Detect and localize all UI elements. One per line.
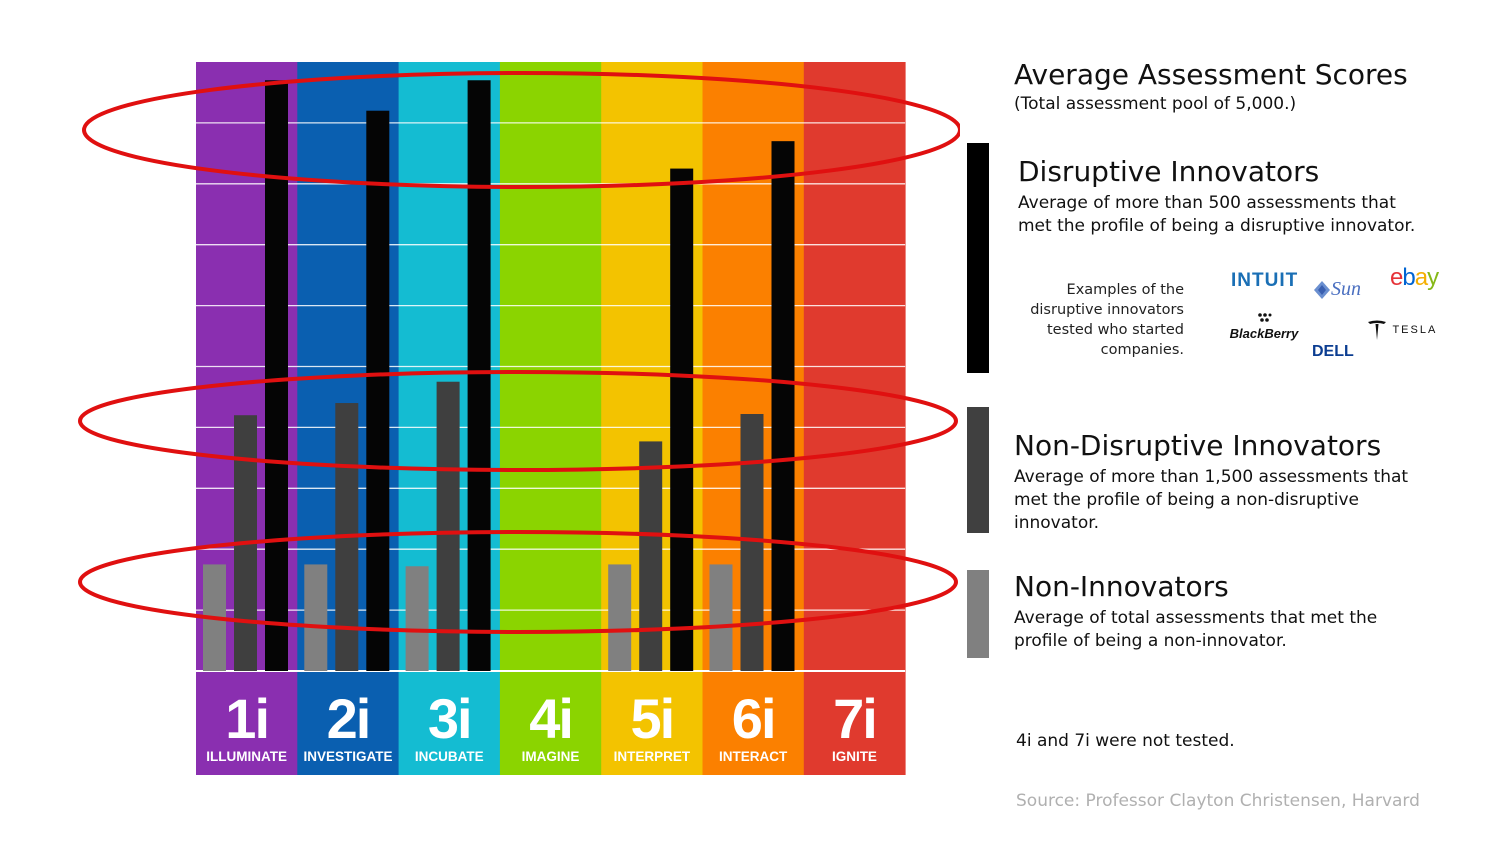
- ebay-letter-e: e: [1390, 264, 1403, 291]
- blackberry-dots-icon: [1258, 313, 1272, 322]
- bar-3i-2: [436, 381, 460, 671]
- source-credit: Source: Professor Clayton Christensen, H…: [1016, 791, 1420, 811]
- tesla-t-icon: [1368, 320, 1386, 340]
- bar-1i-3: [265, 80, 288, 671]
- chart-subtitle: (Total assessment pool of 5,000.): [1014, 94, 1297, 114]
- legend-desc-non-disruptive: Average of more than 1,500 assessments t…: [1014, 467, 1409, 533]
- highlight-ellipse-2: [78, 370, 958, 472]
- category-code-2i: 2i: [327, 687, 370, 750]
- bar-5i-1: [608, 564, 632, 671]
- examples-text: Examples of the disruptive innovators te…: [1030, 282, 1184, 358]
- category-code-1i: 1i: [225, 687, 268, 750]
- legend-swatch-disruptive: [967, 143, 989, 373]
- category-code-4i: 4i: [529, 687, 572, 750]
- category-name-1i: ILLUMINATE: [206, 749, 287, 764]
- blackberry-logo-text: BlackBerry: [1229, 326, 1299, 341]
- legend-name-disruptive: Disruptive Innovators: [1018, 155, 1320, 188]
- bar-6i-1: [709, 564, 733, 671]
- category-code-5i: 5i: [630, 687, 673, 750]
- legend-name-non-disruptive: Non-Disruptive Innovators: [1014, 429, 1382, 462]
- category-name-2i: INVESTIGATE: [303, 749, 392, 764]
- category-code-3i: 3i: [428, 687, 471, 750]
- intuit-logo: INTUIT: [1231, 270, 1299, 291]
- category-code-6i: 6i: [732, 687, 775, 750]
- sun-logo-text: Sun: [1331, 278, 1361, 300]
- ebay-logo: ebay: [1390, 264, 1439, 292]
- category-name-6i: INTERACT: [719, 749, 788, 764]
- column-bg-7i: [803, 62, 906, 775]
- ebay-letter-b: b: [1402, 264, 1415, 291]
- dell-logo: DELL: [1312, 343, 1354, 360]
- bar-3i-1: [405, 566, 429, 671]
- category-name-4i: IMAGINE: [522, 749, 580, 764]
- legend-name-non-innovators: Non-Innovators: [1014, 570, 1229, 603]
- sun-diamond-icon: [1314, 280, 1330, 299]
- blackberry-logo: BlackBerry: [1226, 312, 1302, 343]
- legend-desc-non-innovators: Average of total assessments that met th…: [1014, 608, 1378, 651]
- bar-3i-3: [467, 80, 491, 671]
- legend-swatch-non-disruptive: [967, 407, 989, 533]
- tesla-logo-text: TESLA: [1392, 324, 1438, 336]
- untested-note: 4i and 7i were not tested.: [1016, 731, 1235, 751]
- bar-6i-3: [771, 141, 795, 672]
- category-name-5i: INTERPRET: [614, 749, 691, 764]
- ebay-letter-y: y: [1427, 264, 1439, 291]
- highlight-ellipse-1: [82, 71, 960, 189]
- tesla-logo: TESLA: [1366, 319, 1437, 341]
- bar-2i-1: [304, 564, 328, 671]
- bar-5i-2: [639, 441, 663, 671]
- category-name-7i: IGNITE: [832, 749, 877, 764]
- legend-desc-disruptive: Average of more than 500 assessments tha…: [1018, 193, 1416, 236]
- category-name-3i: INCUBATE: [415, 749, 484, 764]
- legend-swatch-non-innovators: [967, 570, 989, 658]
- category-code-7i: 7i: [833, 687, 876, 750]
- bar-6i-2: [740, 414, 764, 671]
- bar-2i-3: [366, 110, 390, 672]
- column-bg-4i: [499, 62, 602, 775]
- ebay-letter-a: a: [1414, 264, 1428, 291]
- bar-5i-3: [670, 168, 694, 671]
- sun-logo: Sun: [1313, 278, 1361, 301]
- chart-title: Average Assessment Scores: [1014, 58, 1408, 91]
- highlight-ellipse-3: [78, 530, 958, 634]
